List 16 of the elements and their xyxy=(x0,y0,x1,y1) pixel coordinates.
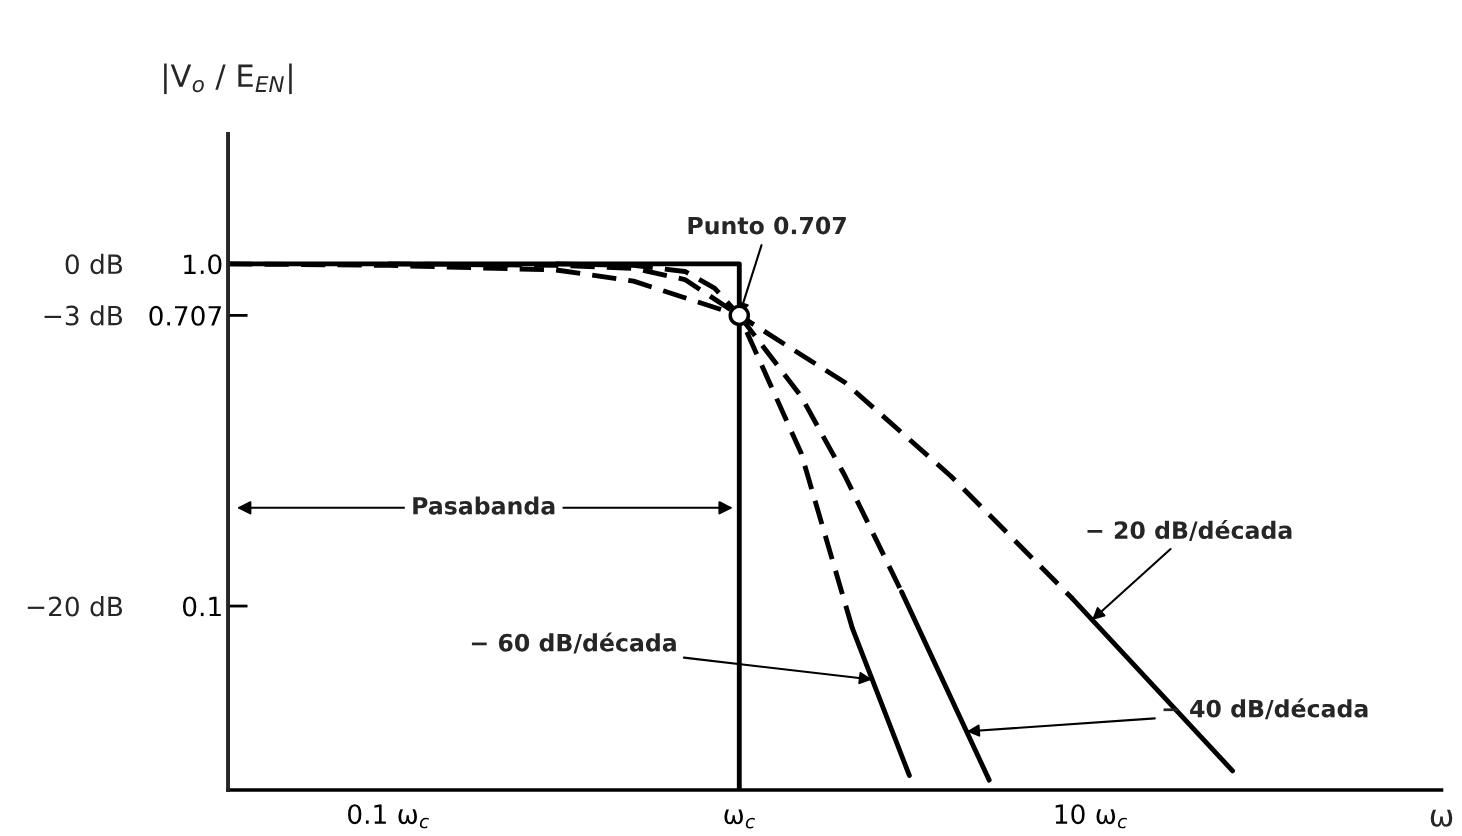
annotation: − 60 dB/década xyxy=(471,632,676,654)
x-tick-label: 10 ω$_{c}$ xyxy=(1055,804,1128,829)
x-tick-label: ω$_{c}$ xyxy=(724,809,755,829)
x-axis-title: ω xyxy=(1430,809,1453,827)
annotation: Punto 0.707 xyxy=(688,216,846,235)
y2-tick-label: 0 dB xyxy=(65,253,123,275)
x-tick-label: 0.1 ω$_{c}$ xyxy=(348,804,429,829)
annotation: Pasabanda xyxy=(413,496,555,515)
y-tick-label: 0.1 xyxy=(182,596,221,617)
y2-tick-label: −20 dB xyxy=(27,596,123,617)
y-tick-label: 0.707 xyxy=(149,305,221,326)
annotation: − 20 dB/década xyxy=(1087,519,1292,541)
y2-tick-label: −3 dB xyxy=(44,305,123,326)
y-tick-label: 1.0 xyxy=(184,254,222,275)
annotation: − 40 dB/década xyxy=(1163,698,1368,720)
y-axis-title: |V$_{o}$ / E$_{EN}$| xyxy=(164,63,292,95)
